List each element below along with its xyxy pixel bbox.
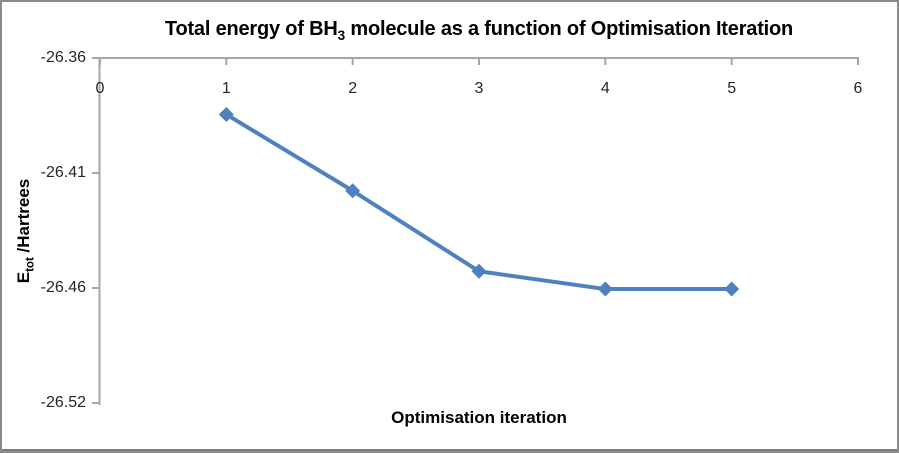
data-point-marker xyxy=(597,281,613,297)
data-point-marker xyxy=(471,263,487,279)
x-tick-label: 2 xyxy=(348,80,358,97)
data-point-marker xyxy=(218,106,234,122)
x-axis-title: Optimisation iteration xyxy=(391,408,567,427)
x-tick-label: 4 xyxy=(600,80,610,97)
chart-title: Total energy of BH3 molecule as a functi… xyxy=(100,18,858,43)
chart-title-subscript: 3 xyxy=(337,28,346,43)
y-axis-title: Etot /Hartrees xyxy=(14,178,37,284)
y-tick-label: -26.36 xyxy=(40,49,86,66)
chart-title-suffix: molecule as a function of Optimisation I… xyxy=(345,18,794,40)
x-tick-label: 0 xyxy=(95,80,105,97)
series-line xyxy=(224,112,734,292)
y-tick-label: -26.46 xyxy=(40,279,86,296)
data-point-marker xyxy=(724,281,740,297)
x-tick-label: 6 xyxy=(853,80,863,97)
y-tick-label: -26.52 xyxy=(40,394,86,411)
chart-title-prefix: Total energy of BH xyxy=(164,18,338,40)
x-tick-label: 1 xyxy=(221,80,231,97)
y-axis-title-suffix: /Hartrees xyxy=(14,178,33,258)
x-tick-label: 5 xyxy=(727,80,737,97)
x-tick-label: 3 xyxy=(474,80,484,97)
y-axis-title-subscript: tot xyxy=(24,257,37,272)
data-point-marker xyxy=(345,183,361,199)
y-tick-label: -26.41 xyxy=(40,164,86,181)
y-axis-title-prefix: E xyxy=(14,271,33,284)
